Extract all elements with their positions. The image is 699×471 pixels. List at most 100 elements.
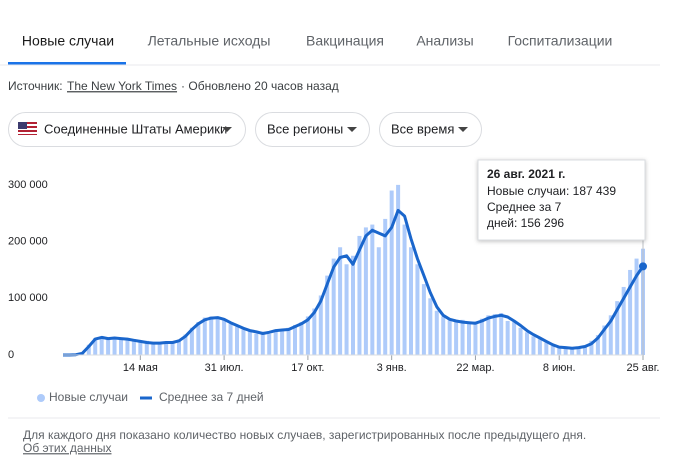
filter-chip[interactable] (8, 112, 246, 147)
bar (421, 284, 426, 355)
dropdown-arrow (222, 127, 232, 132)
bar (119, 337, 123, 355)
x-tick-label: 14 мая (123, 362, 158, 374)
bar (570, 349, 575, 355)
bar (447, 320, 452, 355)
y-tick-label: 100 000 (8, 292, 48, 304)
tab[interactable]: Вакцинация (306, 33, 384, 49)
tooltip-box (477, 159, 646, 241)
us-flag (18, 122, 37, 135)
x-tick-label: 17 окт. (291, 362, 324, 374)
legend: Новые случаи Среднее за 7 дней (37, 390, 264, 404)
tab[interactable]: Госпитализации (508, 33, 613, 49)
tooltip-line: Среднее за 7 (487, 200, 562, 214)
filters: Соединенные Штаты Америки Все регионы Вс… (8, 112, 482, 147)
source-label: Источник: (8, 79, 63, 93)
bar (512, 322, 517, 355)
bar (267, 334, 272, 355)
bar (467, 323, 471, 355)
bar (125, 340, 130, 355)
bar (557, 347, 562, 355)
y-tick-label: 200 000 (8, 235, 48, 247)
bar (170, 341, 175, 355)
bar (112, 336, 117, 355)
bar (209, 316, 214, 355)
bar (273, 330, 278, 355)
x-tick-label: 22 мар. (456, 362, 494, 374)
bar (106, 339, 111, 355)
bar (563, 347, 568, 355)
bar (499, 313, 504, 355)
bar (363, 227, 368, 355)
bar (344, 264, 349, 355)
bar (196, 322, 201, 355)
bar (615, 301, 620, 355)
bar (608, 315, 613, 355)
bar (325, 275, 330, 355)
bar (183, 334, 188, 355)
bar (396, 184, 401, 355)
bar (525, 332, 529, 355)
dropdown-arrow (347, 127, 357, 132)
bar (312, 308, 317, 355)
bar (305, 316, 310, 355)
filter-label: Все время (391, 121, 454, 136)
tooltip-line: дней: 156 296 (487, 216, 564, 230)
bar (544, 342, 549, 355)
bar (157, 341, 162, 355)
bar (177, 339, 181, 355)
bar (402, 224, 407, 355)
bar (454, 322, 459, 355)
bar (164, 343, 169, 355)
bar (189, 327, 194, 355)
tab[interactable]: Анализы (416, 33, 473, 49)
filter-chip[interactable] (255, 112, 370, 147)
bar (628, 269, 633, 355)
legend-marker (37, 394, 45, 402)
hover-point (639, 262, 647, 271)
filter-chip[interactable] (379, 112, 482, 147)
x-tick-label: 3 янв. (377, 362, 407, 374)
tab[interactable]: Новые случаи (22, 33, 114, 49)
bar (473, 321, 478, 355)
bar (550, 345, 555, 355)
bar (376, 247, 381, 355)
bar (286, 327, 291, 355)
bar (222, 320, 227, 355)
bar (280, 331, 285, 355)
tooltip-title: 26 авг. 2021 г. (487, 167, 565, 181)
bar (241, 328, 246, 355)
bar (86, 344, 91, 355)
bar (299, 322, 304, 355)
tab[interactable]: Летальные исходы (148, 33, 271, 49)
bar (131, 339, 136, 355)
bar (531, 336, 536, 355)
source: Источник: The New York Times · Обновлено… (8, 79, 339, 93)
bar (409, 247, 413, 355)
bar (505, 320, 510, 355)
bar (486, 315, 491, 355)
bar (492, 314, 497, 355)
footer-link[interactable]: Об этих данных (23, 441, 112, 455)
bar (99, 336, 104, 355)
bar (151, 343, 156, 355)
bar (331, 258, 336, 355)
dropdown-arrow (458, 127, 468, 132)
bar (576, 346, 581, 355)
bar (602, 325, 607, 355)
footer-note: Для каждого дня показано количество новы… (23, 428, 586, 442)
bar (235, 326, 239, 355)
bar (479, 318, 484, 355)
legend-label: Среднее за 7 дней (159, 390, 264, 404)
bar (518, 327, 523, 355)
x-tick-label: 25 авг. (627, 362, 660, 374)
bar (202, 317, 207, 355)
tooltip: 26 авг. 2021 г. Новые случаи: 187 439 Сред… (477, 159, 646, 241)
bar (434, 310, 439, 355)
source-updated: · Обновлено 20 часов назад (181, 79, 339, 93)
y-tick-label: 300 000 (8, 179, 48, 191)
bar (260, 331, 265, 355)
source-link[interactable]: The New York Times (67, 79, 177, 93)
x-tick-label: 31 июл. (205, 362, 244, 374)
